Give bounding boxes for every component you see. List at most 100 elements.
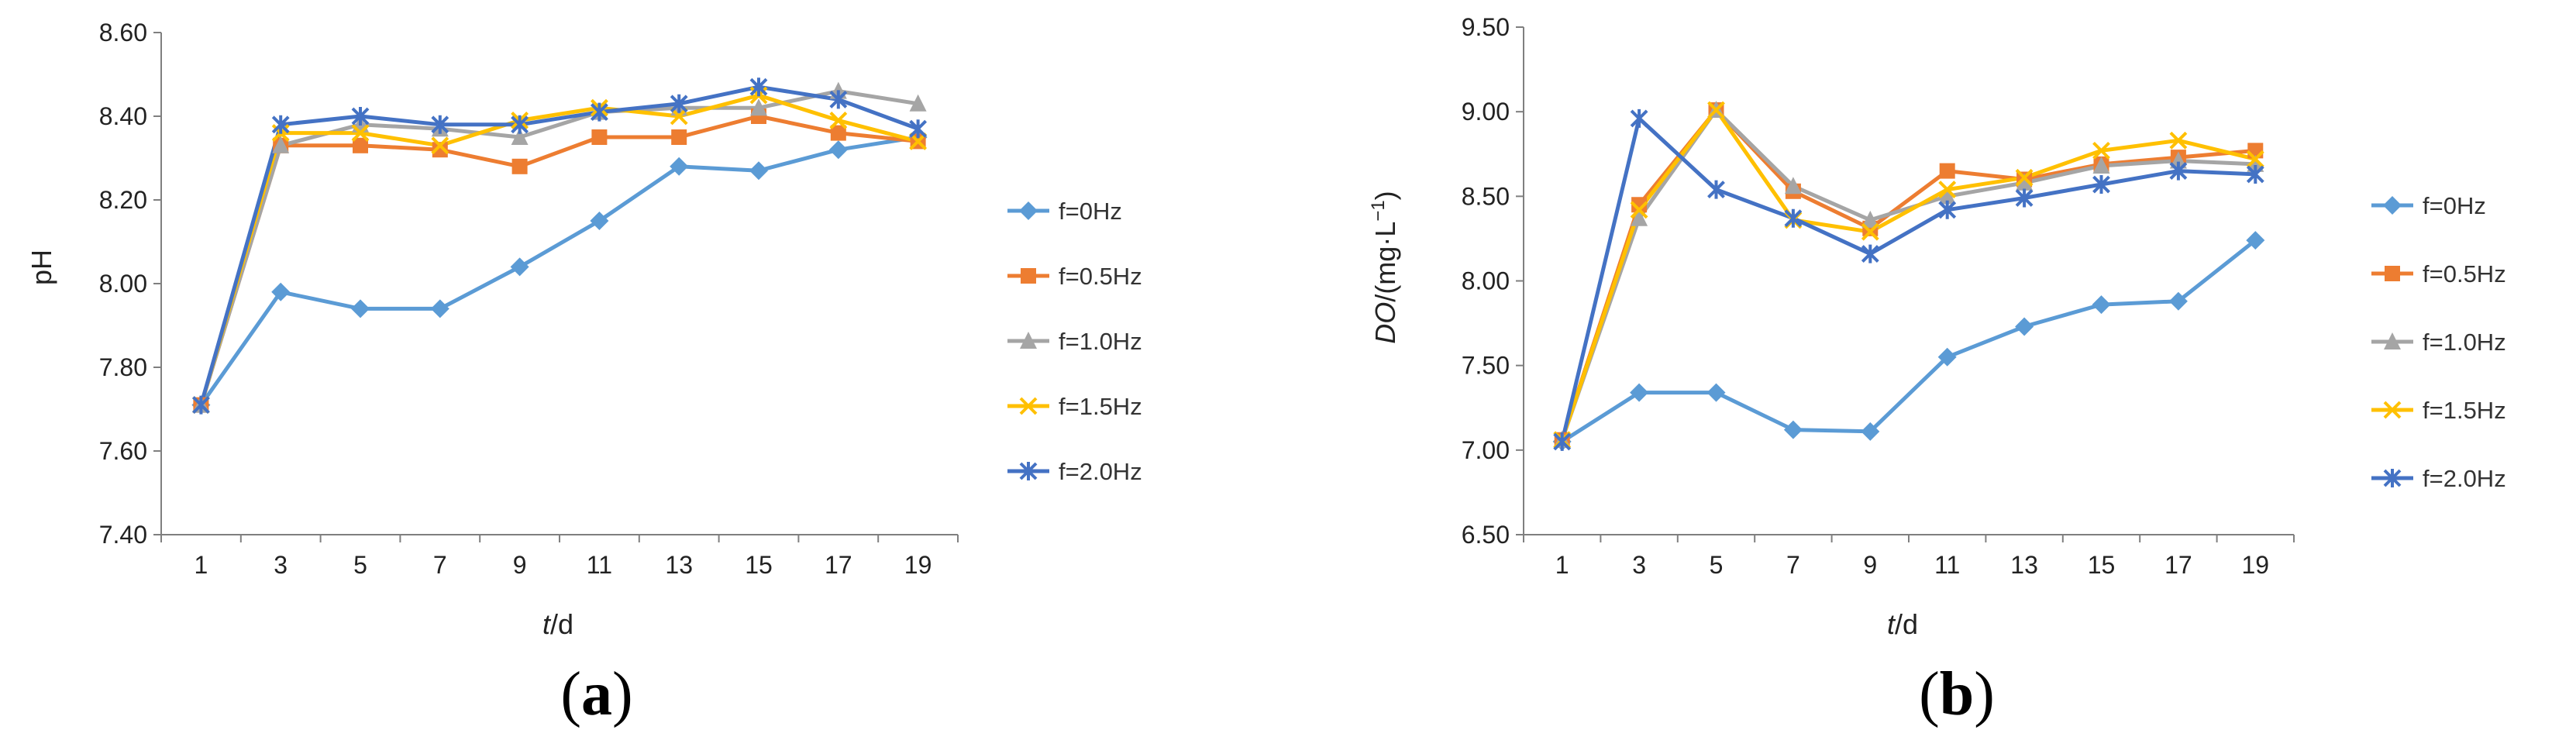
chart-b-legend-label: f=1.0Hz bbox=[2423, 329, 2506, 356]
chart-b-point bbox=[2092, 295, 2111, 315]
chart-b-x-tick-label: 5 bbox=[1710, 551, 1724, 579]
chart-b-point bbox=[1939, 163, 1955, 179]
chart-a-point bbox=[191, 395, 210, 415]
chart-a-series-lines bbox=[198, 84, 921, 408]
chart-a-y-axis-label: pH bbox=[26, 250, 57, 285]
chart-b-y-label-var: DO bbox=[1369, 302, 1401, 344]
chart-b-series-line-4 bbox=[1560, 116, 2257, 444]
chart-a-y-tick-label: 7.40 bbox=[99, 521, 147, 549]
chart-b-panel-paren-open: ( bbox=[1919, 660, 1940, 728]
chart-a-point bbox=[830, 125, 846, 141]
chart-b-legend: f=0Hz f=0.5Hz f=1.0Hz f=1.5Hz f=2.0Hz bbox=[2371, 192, 2506, 492]
chart-b-y-tick-label: 9.00 bbox=[1462, 98, 1510, 126]
chart-a-point bbox=[511, 115, 529, 134]
chart-b-x-axis-label: t/d bbox=[1887, 608, 1918, 640]
chart-b-series-line-3 bbox=[1560, 108, 2257, 442]
chart-b-y-tick-label: 9.50 bbox=[1462, 13, 1510, 41]
chart-a-x-tick-label: 1 bbox=[195, 551, 208, 579]
chart-b-point bbox=[2169, 131, 2188, 150]
chart-a-point bbox=[670, 94, 688, 113]
chart-b-x-tick-label: 9 bbox=[1863, 551, 1877, 579]
chart-a-x-tick-label: 9 bbox=[513, 551, 527, 579]
chart-b-y-ticks: 6.50 7.00 7.50 8.00 8.50 9.00 9.50 bbox=[1462, 13, 1524, 549]
chart-a-legend-marker bbox=[1020, 332, 1037, 349]
chart-b-y-tick-label: 8.00 bbox=[1462, 267, 1510, 295]
chart-a-point bbox=[353, 137, 368, 153]
chart-b-point bbox=[2015, 317, 2034, 336]
chart-a-legend-label: f=0.5Hz bbox=[1059, 263, 1142, 290]
chart-b-y-tick-label: 6.50 bbox=[1462, 521, 1510, 549]
chart-b-panel-paren-close: ) bbox=[1974, 660, 1995, 728]
chart-b-y-axis-label: DO/(mg·L−1) bbox=[1368, 191, 1401, 343]
chart-b-y-tick-label: 8.50 bbox=[1462, 182, 1510, 210]
chart-a-x-tick-label: 5 bbox=[353, 551, 367, 579]
chart-a-point bbox=[829, 90, 848, 109]
chart-a-series-line-0 bbox=[198, 135, 921, 408]
chart-a-point bbox=[828, 140, 848, 160]
chart-b-point bbox=[1630, 201, 1648, 219]
chart-b-point bbox=[1784, 208, 1803, 228]
chart-b-point bbox=[2246, 164, 2264, 184]
chart-a-legend: f=0Hz f=0.5Hz f=1.0Hz f=1.5Hz f=2.0Hz bbox=[1007, 198, 1142, 485]
chart-b-legend-marker bbox=[2383, 401, 2402, 419]
chart-a-point bbox=[670, 157, 689, 176]
chart-a-point bbox=[271, 115, 290, 134]
chart-a-y-tick-label: 8.20 bbox=[99, 186, 147, 214]
chart-b-x-tick-label: 7 bbox=[1786, 551, 1800, 579]
chart-b-point bbox=[2168, 291, 2188, 311]
chart-b-markers bbox=[1552, 100, 2265, 451]
chart-b-point bbox=[1937, 347, 1957, 367]
chart-b: 6.507.007.508.008.509.009.50 1 3 5 7 9 11 13 15… bbox=[1368, 13, 2506, 728]
chart-b-point bbox=[1861, 210, 1879, 228]
chart-a-x-label-unit: /d bbox=[550, 608, 573, 640]
chart-b-y-label-unit: /(mg·L bbox=[1369, 222, 1401, 302]
chart-b-point bbox=[2015, 188, 2034, 208]
chart-b-point bbox=[2092, 157, 2110, 174]
chart-b-legend-marker bbox=[2384, 332, 2401, 349]
chart-a-x-tick-label: 11 bbox=[587, 551, 612, 579]
chart-a-point bbox=[272, 136, 290, 153]
chart-a-point bbox=[909, 132, 928, 150]
chart-b-plot-area bbox=[1523, 27, 2294, 535]
chart-a-y-tick-label: 8.00 bbox=[99, 270, 147, 298]
chart-b-series-line-1 bbox=[1560, 108, 2257, 442]
chart-b-point bbox=[2247, 154, 2264, 172]
chart-a-markers bbox=[191, 77, 928, 415]
chart-a-x-tick-label: 19 bbox=[904, 551, 932, 579]
chart-b-legend-label: f=1.5Hz bbox=[2423, 397, 2506, 424]
chart-b-point bbox=[1938, 200, 1957, 219]
chart-b-x-tick-label: 13 bbox=[2010, 551, 2038, 579]
chart-a-x-tick-label: 13 bbox=[665, 551, 693, 579]
chart-b-point bbox=[1630, 383, 1649, 402]
chart-a-point bbox=[351, 299, 370, 318]
chart-b-x-label-var: t bbox=[1887, 608, 1896, 640]
chart-a-y-ticks: 7.40 7.60 7.80 8.00 8.20 8.40 8.60 bbox=[99, 19, 161, 549]
chart-b-y-label-close: ) bbox=[1369, 191, 1401, 200]
chart-a-y-tick-label: 8.40 bbox=[99, 102, 147, 130]
chart-a-point bbox=[431, 136, 449, 155]
chart-b-y-label-exponent: −1 bbox=[1368, 200, 1389, 221]
chart-a-panel-paren-open: ( bbox=[560, 660, 581, 728]
chart-b-point bbox=[2092, 141, 2110, 160]
chart-a-x-ticks: 1 3 5 7 9 11 13 15 17 19 bbox=[160, 535, 959, 579]
chart-a-series-line-1 bbox=[198, 114, 921, 408]
chart-a-y-tick-label: 7.80 bbox=[99, 353, 147, 381]
chart-b-y-tick-label: 7.00 bbox=[1462, 436, 1510, 464]
chart-a-legend-marker bbox=[1019, 201, 1038, 220]
chart-a-legend-label: f=1.0Hz bbox=[1059, 328, 1142, 355]
chart-b-point bbox=[2169, 151, 2187, 169]
chart-b-legend-marker bbox=[2385, 266, 2400, 281]
chart-a-series-line-3 bbox=[198, 93, 921, 408]
chart-a-legend-label: f=1.5Hz bbox=[1059, 393, 1142, 420]
chart-a-panel-paren-close: ) bbox=[612, 660, 633, 728]
chart-b-legend-marker bbox=[2383, 469, 2402, 487]
chart-a-point bbox=[671, 129, 687, 145]
chart-a-legend-label: f=0Hz bbox=[1059, 198, 1122, 225]
chart-a-legend-label: f=2.0Hz bbox=[1059, 458, 1142, 485]
chart-b-point bbox=[1631, 208, 1648, 226]
chart-a-point bbox=[351, 124, 370, 143]
chart-b-point bbox=[1553, 432, 1572, 451]
chart-b-point bbox=[1938, 181, 1957, 199]
chart-b-series-line-0 bbox=[1560, 238, 2257, 444]
chart-b-point bbox=[2246, 150, 2264, 168]
